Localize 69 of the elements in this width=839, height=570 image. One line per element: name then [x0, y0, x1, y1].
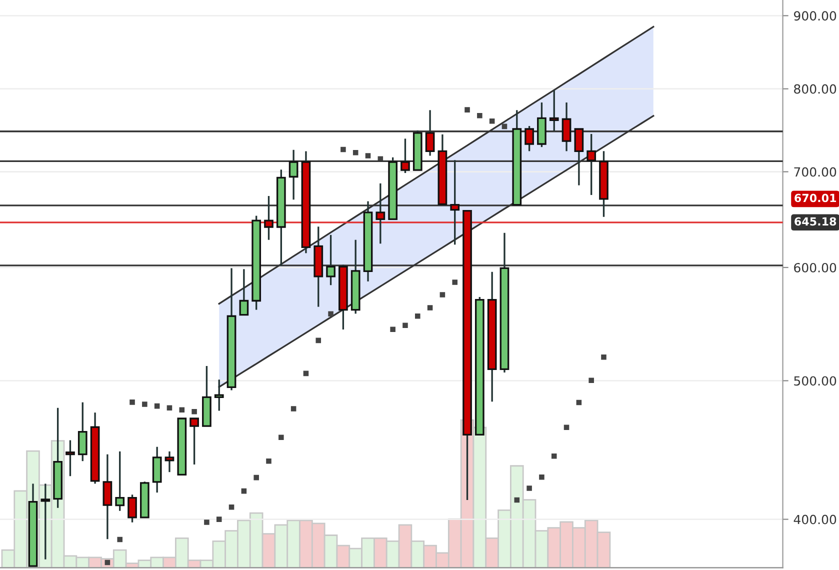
point [316, 338, 322, 344]
point [278, 434, 284, 440]
point [539, 474, 544, 480]
point [489, 118, 495, 124]
y-tick-label: 800.00 [794, 84, 836, 94]
point [254, 474, 259, 480]
point [427, 305, 433, 310]
point [241, 488, 247, 494]
point [414, 313, 420, 319]
point [514, 497, 520, 503]
candlestick [214, 378, 224, 412]
point [452, 280, 458, 285]
point [402, 322, 408, 328]
candlestick [164, 450, 174, 473]
candlestick [115, 450, 125, 512]
point [440, 292, 446, 298]
point [142, 402, 148, 407]
point [216, 516, 222, 522]
candlestick [288, 149, 298, 200]
point [228, 504, 234, 510]
candlestick [239, 268, 249, 316]
point [117, 536, 122, 542]
candlestick [40, 482, 50, 560]
point [340, 146, 346, 152]
point [576, 400, 582, 406]
candlestick [78, 401, 88, 462]
point [130, 400, 135, 405]
point [154, 403, 160, 409]
candlestick [66, 439, 75, 477]
candlestick [549, 89, 559, 132]
candlestick [574, 128, 584, 186]
y-tick-label: 500.00 [794, 376, 836, 386]
y-tick-label: 400.00 [794, 514, 836, 524]
candlestick [586, 133, 596, 196]
point [266, 458, 272, 464]
y-tick-label: 700.00 [794, 167, 836, 177]
point [588, 378, 594, 383]
point [502, 124, 508, 130]
point [526, 486, 532, 491]
point [464, 107, 470, 112]
candlestick [264, 195, 274, 241]
text: 670.01 [794, 194, 836, 202]
candlestick [190, 418, 199, 466]
candlestick [326, 234, 336, 286]
candlestick [425, 109, 435, 157]
point [352, 150, 358, 156]
point [365, 153, 371, 158]
point [564, 424, 570, 430]
point [192, 409, 197, 414]
point [303, 370, 309, 376]
candlestick [450, 159, 460, 246]
candlestick [102, 454, 112, 540]
point [601, 354, 606, 360]
candlestick [376, 182, 386, 244]
candlestick [128, 494, 137, 524]
candlestick [524, 125, 534, 152]
y-tick-label: 600.00 [794, 262, 836, 272]
point [290, 406, 296, 412]
point [390, 326, 396, 332]
candlestick [562, 102, 572, 152]
point [166, 405, 172, 411]
y-tick-label: 900.00 [794, 11, 836, 21]
point [204, 520, 210, 525]
point [179, 407, 185, 412]
candlestick [400, 138, 410, 174]
point [477, 112, 482, 118]
point [328, 311, 334, 317]
point [551, 454, 557, 459]
ref-line-label: 645.18 [794, 217, 836, 226]
